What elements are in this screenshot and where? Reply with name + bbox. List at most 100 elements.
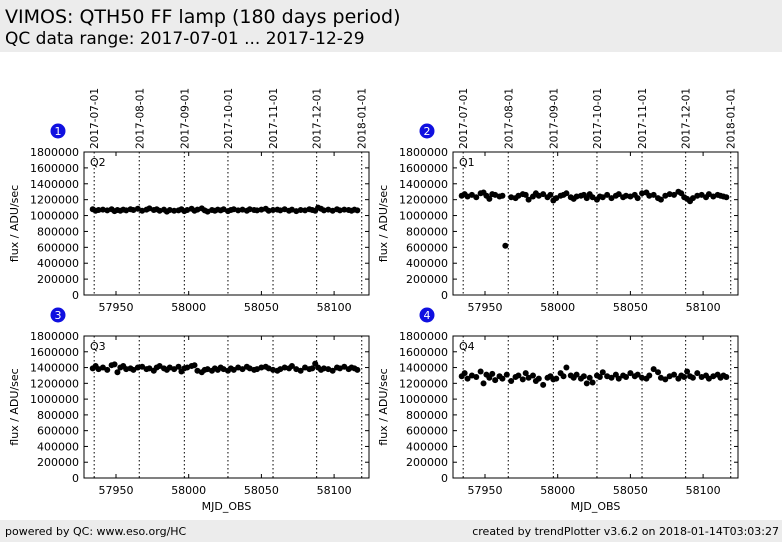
y-tick-label: 400000 <box>37 257 79 270</box>
data-point <box>596 374 603 381</box>
y-tick-label: 0 <box>72 472 79 485</box>
y-tick-label: 200000 <box>37 273 79 286</box>
y-tick-label: 400000 <box>406 440 448 453</box>
panel-badge <box>50 123 66 139</box>
y-tick-label: 1000000 <box>399 393 448 406</box>
date-tick-label: 2017-07-01 <box>458 88 470 149</box>
quadrant-label: Q2 <box>90 156 106 169</box>
x-axis-label: MJD_OBS <box>571 500 621 513</box>
y-tick-label: 1000000 <box>399 210 448 223</box>
x-tick-label: 57950 <box>98 301 133 314</box>
date-tick-label: 2017-10-01 <box>592 88 604 149</box>
data-point <box>694 370 701 377</box>
data-point <box>553 375 560 382</box>
data-point <box>473 374 480 381</box>
data-point <box>655 369 662 376</box>
y-tick-label: 200000 <box>406 273 448 286</box>
data-point <box>519 376 526 383</box>
y-tick-label: 400000 <box>406 257 448 270</box>
y-tick-label: 1600000 <box>30 162 79 175</box>
panel-badge <box>50 307 66 323</box>
y-tick-label: 1600000 <box>399 346 448 359</box>
date-tick-label: 2017-11-01 <box>637 88 649 149</box>
data-point <box>560 373 567 380</box>
date-tick-label: 2017-10-01 <box>223 88 235 149</box>
data-point <box>540 381 547 388</box>
panel-3: 0 200000 400000 600000 800000 1000000 1200000 1… <box>8 307 370 513</box>
y-tick-label: 600000 <box>406 241 448 254</box>
data-point <box>341 206 348 213</box>
data-point <box>650 191 657 198</box>
footer-credit: powered by QC: www.eso.org/HC <box>5 525 187 538</box>
data-point <box>723 374 730 381</box>
data-point <box>547 191 554 198</box>
y-tick-label: 1600000 <box>30 346 79 359</box>
x-tick-label: 57950 <box>467 484 502 497</box>
y-tick-label: 1400000 <box>30 362 79 375</box>
data-point <box>529 372 536 379</box>
data-point <box>684 368 691 375</box>
y-tick-label: 800000 <box>37 225 79 238</box>
y-tick-label: 0 <box>72 289 79 302</box>
y-axis-label: flux / ADU/sec <box>377 368 390 445</box>
x-tick-label: 58000 <box>540 484 575 497</box>
date-tick-label: 2018-01-01 <box>726 88 738 149</box>
quadrant-label: Q1 <box>459 156 475 169</box>
data-point <box>608 374 615 381</box>
x-tick-label: 58000 <box>540 301 575 314</box>
y-tick-label: 1800000 <box>30 146 79 159</box>
x-tick-label: 58100 <box>317 301 352 314</box>
x-axis-label: MJD_OBS <box>202 500 252 513</box>
date-tick-label: 2017-12-01 <box>681 88 693 149</box>
data-point <box>540 191 547 198</box>
y-axis-label: flux / ADU/sec <box>377 185 390 262</box>
data-point <box>586 374 593 381</box>
y-tick-label: 1200000 <box>399 377 448 390</box>
y-tick-label: 1200000 <box>30 194 79 207</box>
panel-4: 0 200000 400000 600000 800000 1000000 1200000 1… <box>377 307 739 513</box>
data-point <box>473 194 480 201</box>
x-tick-label: 58100 <box>686 484 721 497</box>
data-point <box>627 370 634 377</box>
y-axis-label: flux / ADU/sec <box>8 185 21 262</box>
y-tick-label: 800000 <box>37 409 79 422</box>
date-tick-label: 2017-07-01 <box>89 88 101 149</box>
data-point <box>604 191 611 198</box>
data-point <box>95 206 102 213</box>
data-point <box>354 207 361 214</box>
data-point <box>175 363 182 370</box>
data-point <box>499 192 506 199</box>
date-tick-label: 2017-09-01 <box>548 88 560 149</box>
data-point <box>297 367 304 374</box>
panel-badge-number: 1 <box>55 125 62 138</box>
y-tick-label: 0 <box>441 289 448 302</box>
x-tick-label: 58050 <box>244 301 279 314</box>
data-point <box>104 366 111 373</box>
y-tick-label: 1400000 <box>399 178 448 191</box>
data-point <box>515 372 522 379</box>
plots-area: 0200000400000600000800000100000012000001… <box>8 88 739 513</box>
y-tick-label: 600000 <box>406 425 448 438</box>
data-point <box>723 194 730 201</box>
plot-frame <box>83 335 370 479</box>
date-range-subtitle: QC data range: 2017-07-01 ... 2017-12-29 <box>5 29 365 49</box>
data-point <box>583 380 590 387</box>
data-point <box>563 364 570 371</box>
x-tick-label: 58050 <box>613 301 648 314</box>
date-tick-label: 2017-11-01 <box>268 88 280 149</box>
date-tick-label: 2017-08-01 <box>503 88 515 149</box>
y-tick-label: 1600000 <box>399 162 448 175</box>
x-tick-label: 57950 <box>467 301 502 314</box>
page-title: VIMOS: QTH50 FF lamp (180 days period) <box>5 6 401 28</box>
data-point <box>525 196 532 203</box>
report-footer: powered by QC: www.eso.org/HC created by… <box>0 520 782 542</box>
data-point <box>297 206 304 213</box>
y-tick-label: 200000 <box>406 456 448 469</box>
y-tick-label: 800000 <box>406 409 448 422</box>
plot-frame <box>83 151 370 296</box>
data-point <box>480 380 487 387</box>
y-tick-label: 0 <box>441 472 448 485</box>
data-point <box>288 362 295 369</box>
y-tick-label: 1800000 <box>399 146 448 159</box>
data-point <box>662 376 669 383</box>
